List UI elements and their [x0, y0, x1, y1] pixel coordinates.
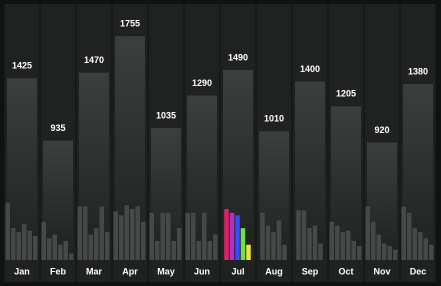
value-label: 1290 — [192, 78, 212, 88]
sub-bar — [77, 206, 82, 260]
sub-bar — [393, 249, 398, 260]
value-label: 1010 — [264, 114, 284, 124]
sub-bar — [423, 238, 428, 260]
sub-bar — [307, 228, 312, 260]
sub-bar — [329, 221, 334, 260]
sub-bar — [207, 240, 212, 260]
sub-bar — [429, 244, 434, 260]
sub-bar — [265, 225, 271, 260]
x-tick-label: Apr — [122, 266, 138, 276]
sub-bar — [171, 240, 176, 260]
value-label: 1470 — [84, 55, 104, 65]
sub-bar — [235, 215, 240, 260]
sub-bar — [22, 224, 27, 260]
sub-bar — [5, 202, 10, 260]
sub-bar — [240, 228, 246, 260]
sub-bar — [224, 209, 229, 260]
value-label: 1035 — [156, 110, 176, 120]
sub-bar — [47, 238, 52, 260]
sub-bar — [260, 212, 265, 260]
sub-bar — [135, 206, 140, 260]
sub-bar — [335, 225, 340, 260]
sub-bar — [202, 212, 207, 260]
sub-bar — [246, 244, 251, 260]
sub-bar — [371, 221, 376, 260]
sub-bar — [119, 215, 124, 260]
sub-bar — [229, 212, 235, 260]
sub-bar — [340, 231, 345, 260]
value-label: 935 — [50, 123, 65, 133]
sub-bar — [177, 228, 182, 260]
sub-bar — [213, 234, 218, 260]
sub-bar — [296, 210, 301, 260]
x-tick-label: Nov — [373, 266, 390, 276]
sub-bar — [407, 212, 412, 260]
value-label: 1425 — [12, 61, 32, 71]
sub-bar — [191, 212, 196, 260]
x-tick-label: Mar — [86, 266, 103, 276]
sub-bar — [63, 240, 68, 260]
sub-bar — [94, 228, 99, 260]
x-tick-label: Oct — [338, 266, 353, 276]
sub-bar — [27, 230, 32, 260]
sub-bar — [83, 206, 88, 260]
sub-bar — [382, 243, 387, 260]
x-tick-label: Feb — [50, 266, 67, 276]
sub-bar — [418, 231, 423, 260]
sub-bar — [52, 234, 57, 260]
x-tick-label: Dec — [410, 266, 427, 276]
sub-bar — [33, 235, 38, 260]
x-tick-label: May — [157, 266, 175, 276]
sub-bar — [124, 205, 129, 260]
value-label: 920 — [374, 125, 389, 135]
sub-bar — [351, 240, 356, 260]
sub-bar — [58, 244, 63, 260]
sub-bar — [401, 206, 406, 260]
x-tick-label: Aug — [265, 266, 283, 276]
x-tick-label: Jun — [194, 266, 210, 276]
sub-bar — [365, 206, 370, 260]
sub-bar — [99, 206, 104, 260]
sub-bar — [357, 245, 362, 260]
sub-bar — [166, 212, 171, 260]
sub-bar — [318, 243, 323, 260]
sub-bar — [412, 228, 417, 260]
value-label: 1755 — [120, 19, 140, 29]
sub-bar — [160, 212, 165, 260]
sub-bar — [69, 253, 74, 260]
sub-bar — [41, 221, 46, 260]
sub-bar — [105, 231, 110, 260]
sub-bar — [301, 210, 307, 260]
value-label: 1380 — [408, 66, 428, 76]
sub-bar — [149, 212, 154, 260]
value-label: 1400 — [300, 64, 320, 74]
sub-bar — [346, 230, 351, 260]
sub-bar — [276, 220, 282, 260]
x-tick-label: Sep — [302, 266, 319, 276]
sub-bar — [11, 228, 16, 260]
sub-bar — [196, 240, 201, 260]
sub-bar — [88, 234, 93, 260]
sub-bar — [155, 240, 160, 260]
sub-bar — [282, 244, 287, 260]
value-label: 1205 — [336, 89, 356, 99]
sub-bar — [312, 225, 318, 260]
sub-bar — [185, 212, 190, 260]
sub-bar — [16, 231, 21, 260]
sub-bar — [376, 234, 381, 260]
sub-bar — [141, 221, 146, 260]
sub-bar — [113, 211, 118, 260]
sub-bar — [387, 245, 392, 260]
sub-bar — [130, 209, 135, 260]
x-tick-label: Jan — [14, 266, 30, 276]
value-label: 1490 — [228, 52, 248, 62]
x-tick-label: Jul — [231, 266, 244, 276]
sub-bar — [271, 231, 276, 260]
